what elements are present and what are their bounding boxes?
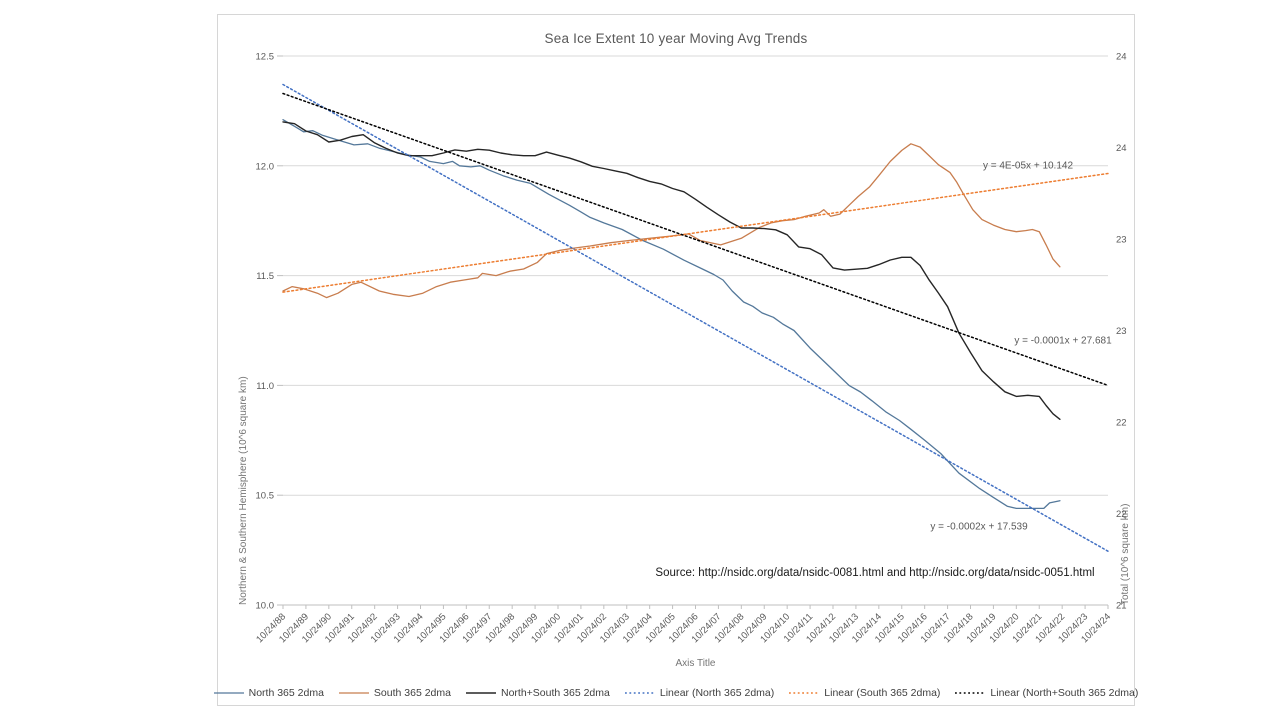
- right-axis-tick-label: 22: [1116, 418, 1127, 429]
- chart-container[interactable]: Sea Ice Extent 10 year Moving Avg Trends…: [213, 14, 1138, 706]
- legend-label: North 365 2dma: [248, 687, 324, 699]
- right-axis-tick-label: 21: [1116, 601, 1127, 612]
- legend-line-sample-south-365-2dma: [338, 692, 369, 694]
- right-axis-tick-label: 24: [1116, 52, 1127, 63]
- trendline-equation-linear-south-365-2dma: y = 4E-05x + 10.142: [982, 160, 1074, 172]
- right-axis-tick-label: 23: [1116, 235, 1127, 246]
- plot-area: 12.512.011.511.010.510.02424232322222110…: [254, 52, 1127, 646]
- series-line-linear-north-365-2dma[interactable]: [282, 83, 1109, 552]
- legend-item-linear-north-south-365-2dma[interactable]: Linear (North+South 365 2dma): [955, 687, 1138, 699]
- legend-item-south-365-2dma[interactable]: South 365 2dma: [338, 687, 451, 699]
- trendline-equation-linear-north-south-365-2dma: y = -0.0001x + 27.681: [1014, 335, 1112, 347]
- series-line-north-south-365-2dma[interactable]: [282, 121, 1061, 420]
- right-axis-tick-label: 23: [1116, 326, 1127, 337]
- legend-line-sample-linear-south-365-2dma: [789, 692, 820, 694]
- legend-line-sample-north-365-2dma: [213, 692, 244, 694]
- series-line-linear-south-365-2dma[interactable]: [282, 172, 1109, 293]
- legend-item-linear-north-365-2dma[interactable]: Linear (North 365 2dma): [624, 687, 775, 699]
- legend: North 365 2dma South 365 2dma North+South …: [213, 687, 1138, 699]
- legend-label: Linear (South 365 2dma): [824, 687, 941, 699]
- left-axis-tick-label: 11.5: [256, 271, 274, 282]
- x-axis-title: Axis Title: [675, 658, 716, 669]
- left-axis-tick-label: 10.5: [256, 491, 275, 502]
- legend-line-sample-linear-north-south-365-2dma: [955, 692, 986, 694]
- legend-line-sample-linear-north-365-2dma: [624, 692, 655, 694]
- right-axis-tick-label: 22: [1116, 509, 1127, 520]
- series-line-linear-north-south-365-2dma[interactable]: [282, 92, 1109, 387]
- series-line-south-365-2dma[interactable]: [282, 143, 1061, 299]
- left-axis-tick-label: 10.0: [256, 601, 275, 612]
- chart-title: Sea Ice Extent 10 year Moving Avg Trends: [544, 31, 808, 46]
- trendline-equation-linear-north-365-2dma: y = -0.0002x + 17.539: [930, 521, 1028, 533]
- legend-item-north-south-365-2dma[interactable]: North+South 365 2dma: [465, 687, 610, 699]
- legend-item-north-365-2dma[interactable]: North 365 2dma: [213, 687, 324, 699]
- left-axis-tick-label: 12.0: [256, 161, 275, 172]
- source-note: Source: http://nsidc.org/data/nsidc-0081…: [655, 567, 1095, 579]
- legend-item-linear-south-365-2dma[interactable]: Linear (South 365 2dma): [789, 687, 940, 699]
- right-axis-tick-label: 24: [1116, 143, 1127, 154]
- left-axis-tick-label: 12.5: [256, 52, 275, 63]
- series-line-north-365-2dma[interactable]: [282, 119, 1061, 510]
- legend-label: North+South 365 2dma: [500, 687, 610, 699]
- legend-label: Linear (North 365 2dma): [659, 687, 775, 699]
- legend-label: Linear (North+South 365 2dma): [990, 687, 1139, 699]
- legend-line-sample-north-south-365-2dma: [465, 692, 496, 694]
- left-axis-tick-label: 11.0: [256, 381, 274, 392]
- legend-label: South 365 2dma: [373, 687, 451, 699]
